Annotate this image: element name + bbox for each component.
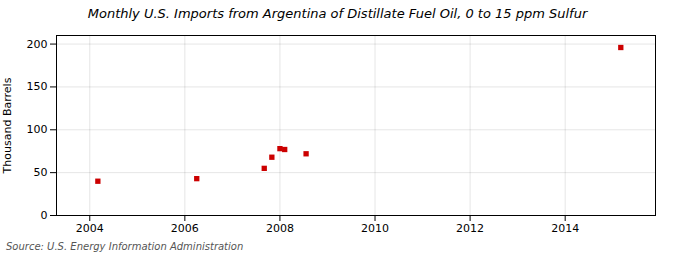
svg-text:2010: 2010 [361,222,389,235]
svg-text:200: 200 [27,38,48,51]
svg-text:2014: 2014 [551,222,579,235]
svg-text:2004: 2004 [76,222,104,235]
svg-text:Thousand Barrels: Thousand Barrels [1,77,14,174]
svg-text:150: 150 [27,80,48,93]
html-text:Source: U.S. Energy Informatio: Source: U.S. Energy Information Administ… [6,241,244,252]
svg-text:50: 50 [34,166,48,179]
svg-text:100: 100 [27,123,48,136]
svg-text:2012: 2012 [456,222,484,235]
svg-text:0: 0 [41,209,48,222]
svg-text:2006: 2006 [171,222,199,235]
svg-text:2008: 2008 [266,222,294,235]
html-text:Monthly U.S. Imports from Arge: Monthly U.S. Imports from Argentina of D… [87,6,588,21]
